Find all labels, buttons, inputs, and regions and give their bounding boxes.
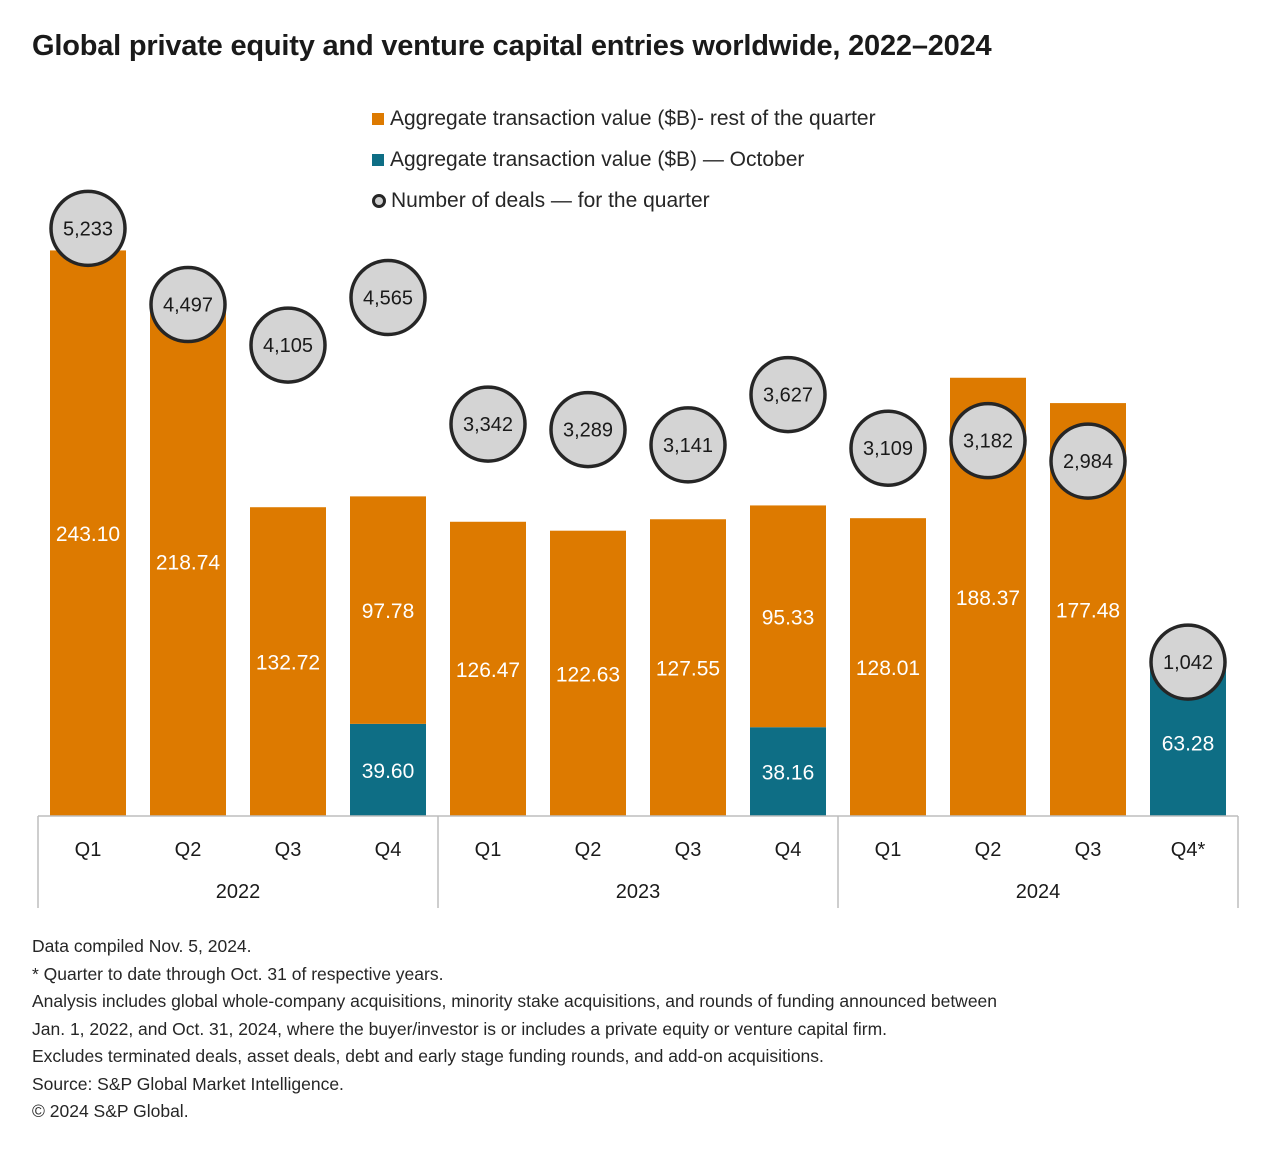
group-label-2022: 2022 bbox=[216, 881, 261, 903]
legend-item-deals: Number of deals — for the quarter bbox=[372, 180, 876, 221]
group-label-2024: 2024 bbox=[1016, 881, 1061, 903]
legend-swatch-october bbox=[372, 153, 384, 166]
footnotes: Data compiled Nov. 5, 2024. * Quarter to… bbox=[32, 933, 1262, 1126]
x-tick-label-2: Q2 bbox=[175, 839, 202, 861]
bar-rest-2 bbox=[150, 307, 226, 816]
deal-label-8: 3,627 bbox=[763, 385, 813, 407]
x-tick-label-12: Q4* bbox=[1171, 839, 1206, 861]
bar-label-rest-1: 243.10 bbox=[56, 523, 120, 546]
x-tick-label-9: Q1 bbox=[875, 839, 902, 861]
deal-circle-7 bbox=[649, 406, 727, 484]
x-tick-label-7: Q3 bbox=[675, 839, 702, 861]
legend-circle-icon bbox=[372, 193, 386, 208]
footnote-copyright: © 2024 S&P Global. bbox=[32, 1101, 189, 1121]
footnote-analysis-1: Analysis includes global whole-company a… bbox=[32, 991, 998, 1011]
legend-item-rest: Aggregate transaction value ($B)- rest o… bbox=[372, 98, 876, 139]
bar-rest-9 bbox=[850, 518, 926, 816]
deal-label-6: 3,289 bbox=[563, 420, 613, 442]
bar-label-rest-10: 188.37 bbox=[956, 587, 1020, 610]
bar-label-rest-7: 127.55 bbox=[656, 658, 720, 681]
bar-label-october-8: 38.16 bbox=[762, 762, 815, 785]
deal-label-2: 4,497 bbox=[163, 295, 213, 317]
bar-label-rest-11: 177.48 bbox=[1056, 600, 1120, 623]
bar-rest-4 bbox=[350, 496, 426, 724]
bar-label-rest-9: 128.01 bbox=[856, 657, 920, 680]
x-tick-label-11: Q3 bbox=[1075, 839, 1102, 861]
chart-plot: 243.10 5,233 Q1 218.74 4,497 Q2 132.72 4,105 Q3 3… bbox=[37, 189, 1239, 908]
deal-circle-6 bbox=[549, 390, 627, 469]
chart-title: Global private equity and venture capita… bbox=[32, 30, 992, 62]
legend-label-deals: Number of deals — for the quarter bbox=[391, 188, 710, 212]
x-tick-label-1: Q1 bbox=[75, 839, 102, 861]
deal-circle-1 bbox=[49, 189, 127, 268]
x-tick-label-8: Q4 bbox=[775, 839, 802, 861]
bar-label-october-12: 63.28 bbox=[1162, 732, 1215, 755]
legend: Aggregate transaction value ($B)- rest o… bbox=[372, 98, 876, 221]
deal-circle-4 bbox=[349, 258, 427, 337]
deal-label-7: 3,141 bbox=[663, 435, 713, 457]
bar-label-rest-2: 218.74 bbox=[156, 552, 221, 575]
bar-rest-3 bbox=[250, 507, 326, 816]
x-tick-label-3: Q3 bbox=[275, 839, 302, 861]
group-label-2023: 2023 bbox=[616, 881, 661, 903]
deal-label-10: 3,182 bbox=[963, 431, 1013, 453]
deal-label-12: 1,042 bbox=[1163, 652, 1213, 674]
bar-label-rest-5: 126.47 bbox=[456, 659, 520, 682]
legend-label-rest: Aggregate transaction value ($B)- rest o… bbox=[390, 106, 876, 130]
bar-rest-6 bbox=[550, 530, 626, 816]
legend-label-october: Aggregate transaction value ($B) — Octob… bbox=[390, 147, 805, 171]
x-tick-label-6: Q2 bbox=[575, 839, 602, 861]
footnote-compiled: Data compiled Nov. 5, 2024. bbox=[32, 936, 252, 956]
deal-circle-11 bbox=[1049, 422, 1127, 500]
legend-swatch-rest bbox=[372, 112, 384, 125]
deal-circle-12 bbox=[1149, 623, 1227, 701]
bar-rest-1 bbox=[50, 250, 126, 816]
footnote-quarter-to-date: * Quarter to date through Oct. 31 of res… bbox=[32, 963, 444, 984]
x-tick-label-10: Q2 bbox=[975, 839, 1002, 861]
deal-label-9: 3,109 bbox=[863, 438, 913, 460]
deal-label-3: 4,105 bbox=[263, 335, 313, 357]
x-tick-label-4: Q4 bbox=[375, 839, 402, 861]
bar-label-october-4: 39.60 bbox=[362, 760, 415, 783]
bar-rest-7 bbox=[650, 519, 726, 816]
deal-label-11: 2,984 bbox=[1063, 451, 1113, 473]
bar-label-rest-4: 97.78 bbox=[362, 600, 415, 623]
deal-label-4: 4,565 bbox=[363, 288, 413, 310]
deal-circle-3 bbox=[249, 306, 327, 384]
legend-item-october: Aggregate transaction value ($B) — Octob… bbox=[372, 139, 876, 180]
bar-rest-8 bbox=[750, 505, 826, 728]
x-tick-label-5: Q1 bbox=[475, 839, 502, 861]
deal-circle-9 bbox=[849, 409, 927, 487]
bar-rest-5 bbox=[450, 521, 526, 816]
bar-october-4 bbox=[350, 723, 426, 816]
footnote-analysis-2: Jan. 1, 2022, and Oct. 31, 2024, where t… bbox=[32, 1018, 888, 1039]
footnote-excludes: Excludes terminated deals, asset deals, … bbox=[32, 1046, 824, 1066]
deal-label-1: 5,233 bbox=[63, 218, 113, 240]
bar-october-8 bbox=[750, 727, 826, 816]
deal-circle-5 bbox=[449, 385, 527, 463]
bar-label-rest-8: 95.33 bbox=[762, 606, 815, 629]
deal-circle-10 bbox=[949, 401, 1027, 480]
deal-circle-8 bbox=[749, 355, 827, 434]
deal-circle-2 bbox=[149, 265, 227, 344]
bar-label-rest-6: 122.63 bbox=[556, 663, 620, 686]
footnote-source: Source: S&P Global Market Intelligence. bbox=[32, 1073, 344, 1094]
bar-label-rest-3: 132.72 bbox=[256, 652, 320, 675]
deal-label-5: 3,342 bbox=[463, 414, 513, 436]
